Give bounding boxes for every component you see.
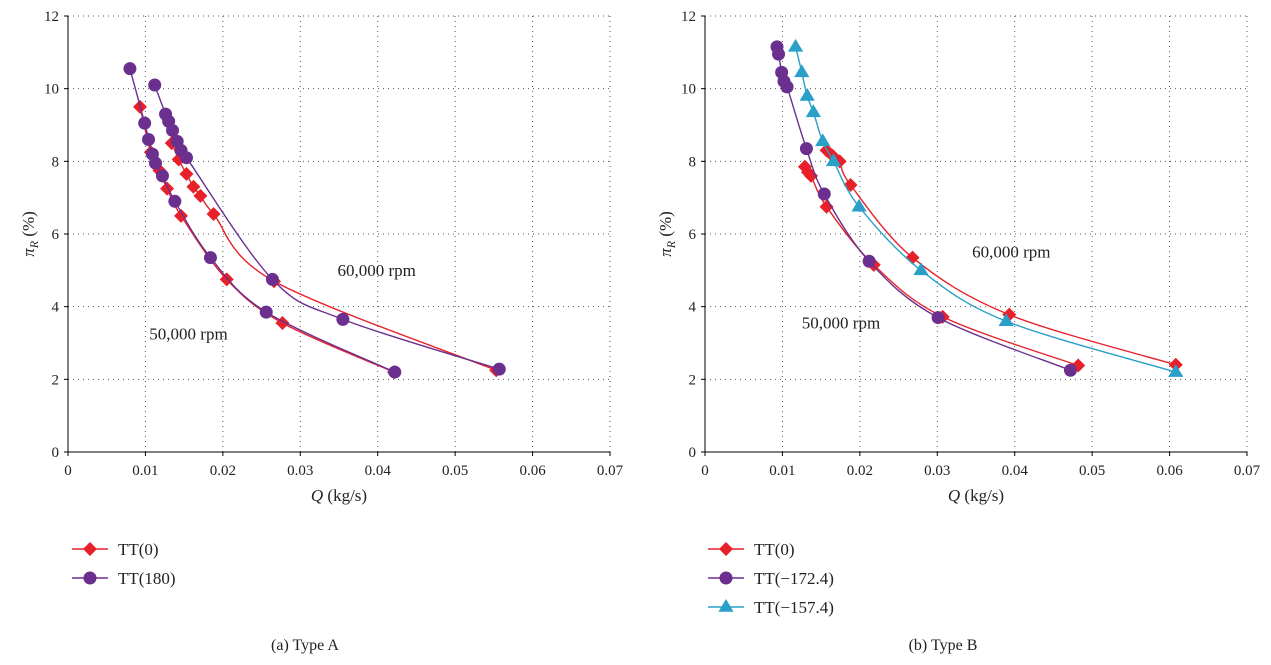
- data-point-circle: [862, 254, 876, 268]
- data-point-diamond: [179, 167, 194, 182]
- legend-label: TT(−172.4): [754, 569, 834, 588]
- x-axis-label: Q (kg/s): [311, 486, 367, 505]
- chart-panel-0: 0 2 4 6 8 10 12 0 0.01 0.02 0.03 0.04 0.05 0.06 0.07 Q …: [19, 9, 624, 505]
- y-tick-label: 4: [52, 300, 60, 316]
- x-tick-label: 0.07: [1234, 463, 1261, 479]
- data-point-circle: [336, 312, 350, 326]
- x-tick-label: 0.01: [769, 463, 795, 479]
- data-point-triangle: [913, 262, 929, 276]
- data-point-circle: [168, 194, 182, 208]
- data-point-triangle: [851, 198, 867, 212]
- data-point-circle: [179, 151, 193, 165]
- data-point-diamond: [186, 179, 201, 194]
- y-axis-label: πR (%): [656, 211, 678, 257]
- y-tick-label: 6: [689, 227, 697, 243]
- y-tick-label: 8: [689, 154, 697, 170]
- series-1: [123, 62, 506, 379]
- legend-marker-circle: [719, 571, 733, 585]
- data-point-circle: [123, 62, 137, 76]
- legend-label: TT(180): [118, 569, 176, 588]
- panel-caption: (a) Type A: [271, 637, 339, 654]
- x-tick-label: 0.05: [442, 463, 468, 479]
- series-line: [804, 166, 1079, 367]
- legend-marker-circle: [83, 571, 97, 585]
- x-tick-label: 0: [64, 463, 72, 479]
- data-point-diamond: [160, 181, 175, 196]
- data-point-circle: [155, 169, 169, 183]
- y-tick-label: 6: [52, 227, 60, 243]
- data-point-circle: [492, 362, 506, 376]
- y-tick-label: 0: [52, 445, 60, 461]
- x-tick-label: 0.06: [1156, 463, 1183, 479]
- y-tick-label: 2: [52, 372, 60, 388]
- data-point-circle: [1063, 363, 1077, 377]
- x-tick-label: 0.05: [1079, 463, 1105, 479]
- x-axis-label: Q (kg/s): [948, 486, 1004, 505]
- data-point-triangle: [1168, 364, 1184, 377]
- data-point-triangle: [815, 133, 831, 147]
- series-1: [770, 40, 1077, 377]
- legend-0: TT(0) TT(180): [72, 540, 176, 588]
- data-point-circle: [259, 305, 273, 319]
- y-tick-label: 12: [44, 9, 59, 25]
- legend-label: TT(−157.4): [754, 598, 834, 617]
- x-tick-label: 0.04: [1002, 463, 1029, 479]
- curve-annotation: 60,000 rpm: [972, 243, 1050, 262]
- data-point-diamond: [193, 188, 208, 203]
- data-point-circle: [772, 47, 786, 61]
- y-tick-label: 4: [689, 300, 697, 316]
- series-2: [787, 38, 1184, 377]
- chart-panel-1: 0 2 4 6 8 10 12 0 0.01 0.02 0.03 0.04 0.05 0.06 0.07 Q …: [656, 9, 1261, 505]
- data-point-circle: [148, 156, 162, 170]
- data-point-triangle: [794, 64, 810, 78]
- legend-marker-diamond: [83, 542, 97, 556]
- data-point-circle: [138, 116, 152, 130]
- x-tick-label: 0.06: [519, 463, 546, 479]
- data-point-circle: [817, 187, 831, 201]
- panel-caption: (b) Type B: [909, 637, 978, 654]
- y-tick-label: 12: [681, 9, 696, 25]
- data-point-circle: [203, 251, 217, 265]
- curve-annotation: 60,000 rpm: [337, 261, 415, 280]
- data-point-circle: [265, 272, 279, 286]
- data-point-circle: [142, 133, 156, 147]
- data-point-circle: [148, 78, 162, 92]
- curve-annotation: 50,000 rpm: [802, 313, 880, 332]
- x-tick-label: 0.03: [287, 463, 313, 479]
- data-point-circle: [388, 365, 402, 379]
- y-tick-label: 10: [681, 82, 696, 98]
- data-point-triangle: [787, 38, 804, 52]
- data-point-diamond: [206, 207, 221, 222]
- x-tick-label: 0.03: [924, 463, 950, 479]
- data-point-circle: [799, 142, 813, 156]
- legend-1: TT(0) TT(−172.4) TT(−157.4): [708, 540, 834, 617]
- curve-annotation: 50,000 rpm: [149, 324, 227, 343]
- data-point-circle: [931, 311, 945, 325]
- data-point-triangle: [805, 104, 821, 118]
- x-tick-label: 0.02: [847, 463, 873, 479]
- data-point-circle: [780, 80, 794, 94]
- x-tick-label: 0.04: [365, 463, 392, 479]
- x-tick-label: 0.01: [132, 463, 158, 479]
- x-tick-label: 0: [701, 463, 709, 479]
- y-tick-label: 2: [689, 372, 697, 388]
- y-tick-label: 0: [689, 445, 697, 461]
- data-point-triangle: [998, 313, 1014, 326]
- legend-label: TT(0): [118, 540, 159, 559]
- data-point-triangle: [825, 153, 842, 167]
- y-tick-label: 8: [52, 154, 60, 170]
- x-tick-label: 0.07: [597, 463, 624, 479]
- legend-marker-diamond: [719, 542, 733, 556]
- x-tick-label: 0.02: [210, 463, 236, 479]
- legend-marker-triangle: [718, 599, 734, 612]
- data-point-triangle: [799, 87, 815, 101]
- y-tick-label: 10: [44, 82, 59, 98]
- y-axis-label: πR (%): [19, 211, 41, 257]
- data-point-circle: [166, 123, 180, 137]
- legend-label: TT(0): [754, 540, 795, 559]
